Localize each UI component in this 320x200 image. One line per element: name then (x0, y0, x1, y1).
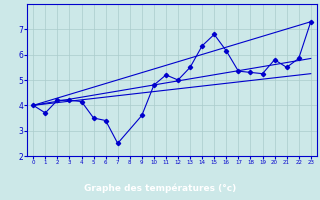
Text: Graphe des températures (°c): Graphe des températures (°c) (84, 184, 236, 193)
